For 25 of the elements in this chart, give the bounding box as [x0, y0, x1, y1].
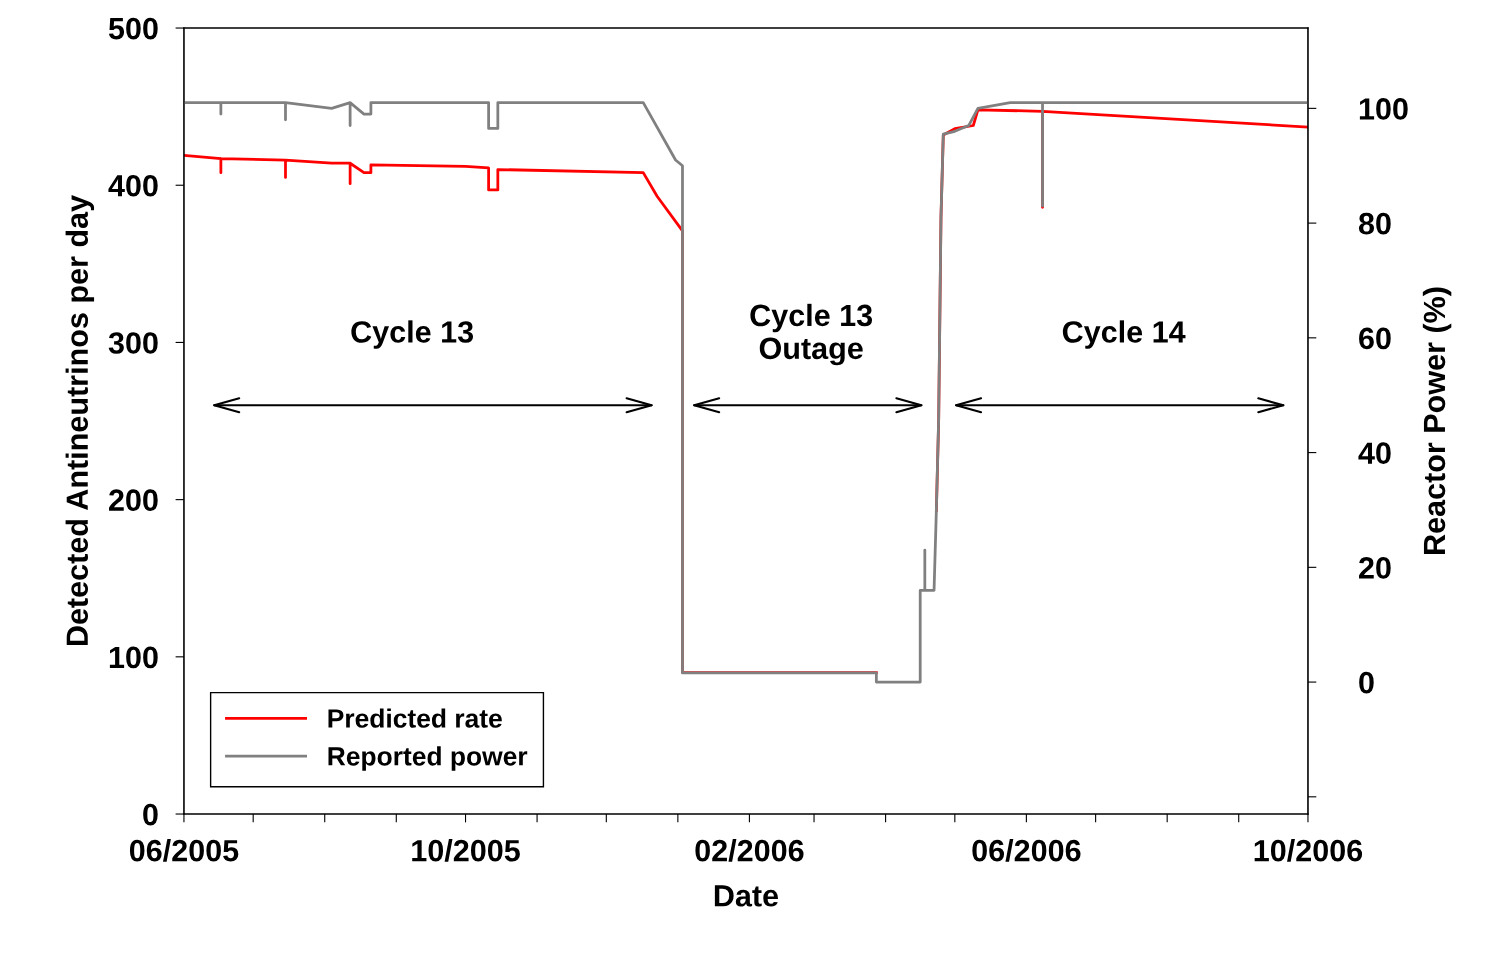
y2-tick-label: 20 — [1359, 557, 1391, 579]
x-tick-label: 06/2006 — [972, 839, 1081, 862]
y-tick-label: 400 — [108, 174, 158, 197]
annotation: Cycle 13 — [351, 320, 474, 349]
x-tick-label: 10/2005 — [412, 839, 520, 862]
annotation: Cycle 14 — [1062, 320, 1186, 349]
x-tick-label: 10/2006 — [1254, 839, 1363, 862]
y-tick-label: 500 — [108, 17, 158, 40]
annotation: Cycle 13 Outage — [750, 303, 873, 366]
y2-axis-title: Reactor Power (%) — [1422, 287, 1452, 554]
x-tick-label: 02/2006 — [695, 839, 804, 862]
x-axis-title: Date — [714, 885, 779, 907]
y2-tick-label: 80 — [1358, 212, 1391, 235]
y-tick-label: 200 — [109, 489, 158, 511]
y-axis-title: Detected Antineutrinos per day — [65, 195, 95, 646]
y-tick-label: 300 — [108, 332, 158, 354]
legend-label: Predicted rate — [328, 708, 502, 728]
y2-tick-label: 0 — [1359, 671, 1374, 694]
y2-tick-label: 100 — [1359, 98, 1408, 120]
y2-tick-label: 40 — [1358, 442, 1391, 464]
x-tick-label: 06/2005 — [129, 839, 239, 862]
legend-label: Reported power — [328, 746, 528, 771]
y-tick-label: 0 — [143, 803, 158, 826]
y-tick-label: 100 — [109, 646, 158, 669]
y2-tick-label: 60 — [1359, 327, 1391, 350]
